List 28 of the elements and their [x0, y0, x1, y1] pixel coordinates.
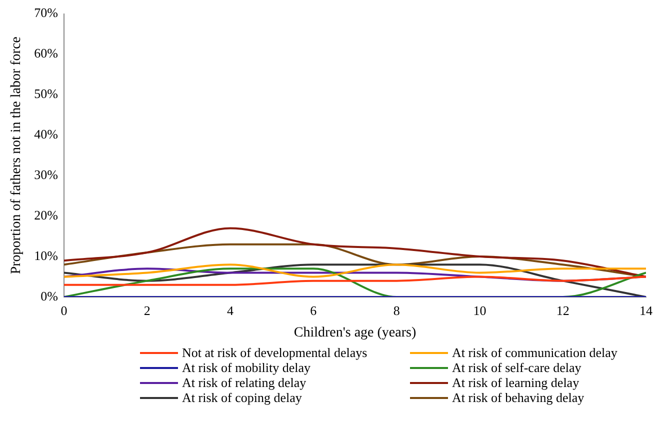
legend-label: At risk of relating delay — [182, 375, 306, 390]
y-axis-title: Proportion of fathers not in the labor force — [9, 36, 24, 274]
y-tick-label: 30% — [34, 167, 58, 182]
x-axis-title: Children's age (years) — [294, 325, 416, 340]
y-tick-label: 70% — [34, 5, 58, 20]
y-tick-label: 60% — [34, 46, 58, 61]
y-tick-label: 40% — [34, 126, 58, 142]
legend-label: At risk of communication delay — [452, 345, 618, 360]
x-tick-label: 12 — [556, 303, 570, 318]
y-tick-label: 0% — [40, 288, 58, 304]
y-tick-label: 50% — [34, 86, 58, 102]
x-tick-label: 6 — [310, 303, 318, 318]
legend-label: Not at risk of developmental delays — [182, 345, 368, 360]
line-series — [64, 227, 646, 278]
y-tick-label: 10% — [34, 248, 58, 263]
line-series — [64, 264, 646, 278]
x-tick-label: 2 — [144, 303, 150, 318]
x-tick-label: 14 — [640, 303, 653, 318]
legend-label: At risk of mobility delay — [182, 360, 311, 375]
x-tick-label: 8 — [393, 303, 400, 318]
legend-label: At risk of coping delay — [182, 390, 302, 405]
legend-label: At risk of behaving delay — [452, 390, 584, 405]
x-tick-label: 4 — [227, 303, 234, 318]
legend-label: At risk of learning delay — [452, 375, 580, 390]
y-tick-label: 20% — [34, 208, 58, 223]
legend-label: At risk of self-care delay — [452, 360, 582, 375]
x-tick-label: 10 — [473, 303, 486, 318]
x-tick-label: 0 — [60, 303, 68, 318]
